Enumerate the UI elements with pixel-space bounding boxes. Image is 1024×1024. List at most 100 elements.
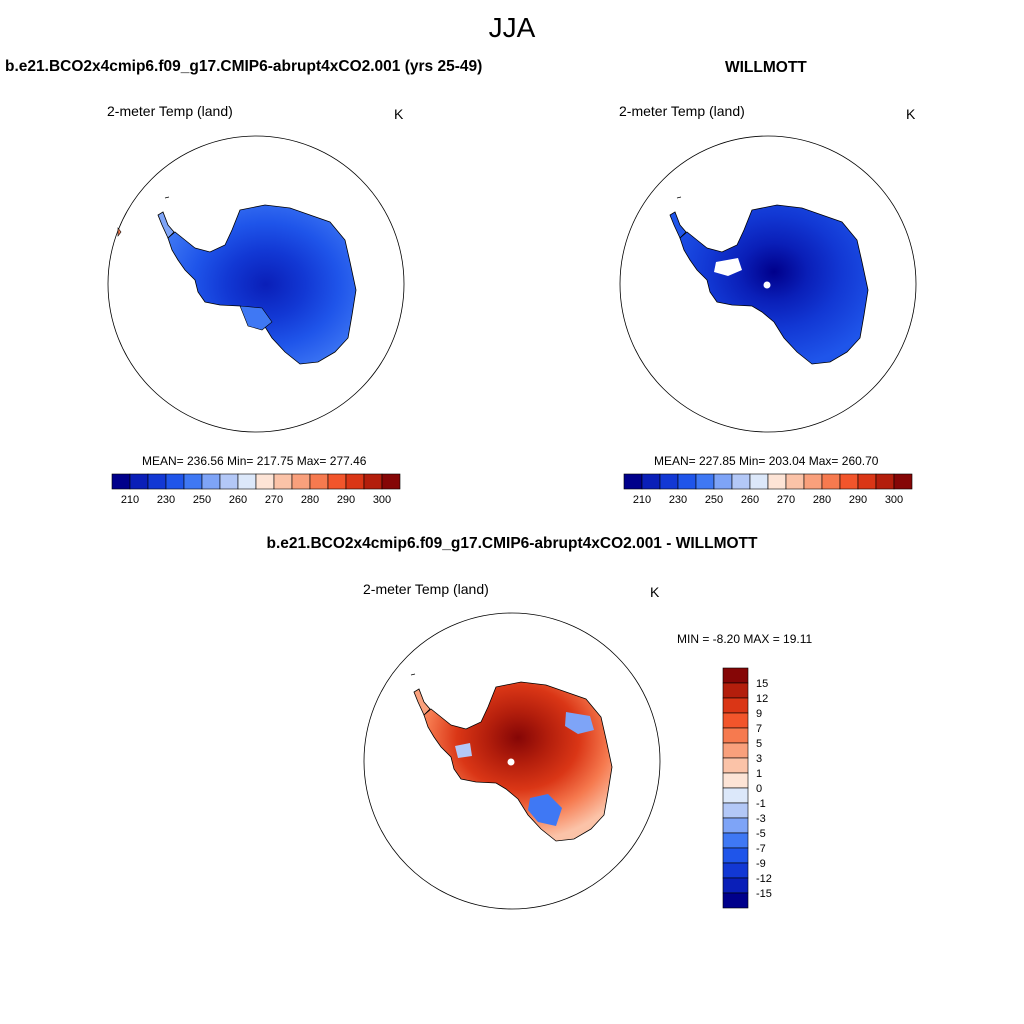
panel3-colorbar-tick-label: -1	[756, 798, 766, 810]
panel3-colorbar-swatch	[722, 847, 749, 864]
panel3-colorbar-tick-label: -7	[756, 843, 766, 855]
panel1-colorbar-swatch	[291, 473, 311, 490]
panel3-island-small	[410, 673, 416, 676]
panel3-colorbar-swatch	[722, 727, 749, 744]
panel3-colorbar-swatch	[722, 877, 749, 894]
panel2-colorbar-tick-label: 210	[633, 494, 651, 506]
panel3-colorbar-swatch	[722, 817, 749, 834]
panel3-peninsula	[413, 688, 431, 716]
panel1-colorbar-tick-label: 270	[265, 494, 283, 506]
panel2-units-label: K	[906, 106, 916, 122]
panel3-colorbar-tick-label: 1	[756, 768, 762, 780]
panel3-white-spot	[507, 758, 515, 766]
panel3-blue-anomaly-south	[528, 794, 562, 826]
panel2-colorbar-swatch	[731, 473, 751, 490]
panel2-colorbar-tick-label: 270	[777, 494, 795, 506]
panel3-colorbar-swatch	[722, 697, 749, 714]
panel1-colorbar-swatch	[129, 473, 149, 490]
panel3-colorbar-tick-label: 0	[756, 783, 762, 795]
panel2-colorbar-swatch	[659, 473, 679, 490]
panel3-colorbar-tick-label: -5	[756, 828, 766, 840]
panel1-colorbar-tick-label: 260	[229, 494, 247, 506]
panel2-colorbar-swatch	[641, 473, 661, 490]
panel1-colorbar-swatch	[147, 473, 167, 490]
panel3-colorbar-tick-label: -3	[756, 813, 766, 825]
panel2-colorbar-tick-label: 300	[885, 494, 903, 506]
panel1-colorbar-swatch	[165, 473, 185, 490]
panel2-colorbar-swatch	[875, 473, 895, 490]
panel1-units-label: K	[394, 106, 404, 122]
panel1-colorbar-swatch	[237, 473, 257, 490]
panel2-colorbar-swatch	[623, 473, 643, 490]
panel1-colorbar-tick-label: 250	[193, 494, 211, 506]
panel3-colorbar-swatch	[722, 832, 749, 849]
season-title: JJA	[488, 12, 536, 43]
panel3-stats: MIN = -8.20 MAX = 19.11	[677, 632, 813, 646]
panel2-stats: MEAN= 227.85 Min= 203.04 Max= 260.70	[654, 454, 879, 468]
panel1-map	[107, 135, 405, 433]
panel3-antarctica	[423, 681, 613, 842]
panel1-colorbar-swatch	[381, 473, 401, 490]
panel2-title: WILLMOTT	[725, 59, 807, 76]
panel1-colorbar-tick-label: 210	[121, 494, 139, 506]
panel2-colorbar-swatch	[677, 473, 697, 490]
panel3-colorbar-tick-label: 12	[756, 693, 768, 705]
panel1-island	[117, 227, 122, 237]
panel1-colorbar-swatch	[255, 473, 275, 490]
panel1-colorbar-swatch	[345, 473, 365, 490]
panel2-variable-label: 2-meter Temp (land)	[619, 103, 745, 119]
panel2-colorbar-tick-label: 260	[741, 494, 759, 506]
panel1-colorbar-swatch	[363, 473, 383, 490]
panel1-colorbar-tick-label: 230	[157, 494, 175, 506]
panel2-colorbar-swatch	[713, 473, 733, 490]
panel1-colorbar-swatch	[309, 473, 329, 490]
panel1-ice-shelf	[239, 305, 273, 331]
panel3-colorbar-swatch	[722, 772, 749, 789]
panel3-colorbar-swatch	[722, 862, 749, 879]
panel1-title: b.e21.BCO2x4cmip6.f09_g17.CMIP6-abrupt4x…	[5, 58, 483, 75]
panel3-colorbar-tick-label: 15	[756, 678, 768, 690]
panel2-colorbar-swatch	[839, 473, 859, 490]
panel3-colorbar-tick-label: -15	[756, 888, 772, 900]
panel3-colorbar-tick-label: -12	[756, 873, 772, 885]
panel2-colorbar-tick-label: 280	[813, 494, 831, 506]
panel2-colorbar-tick-label: 230	[669, 494, 687, 506]
panel3-map	[363, 612, 661, 910]
panel2-island-small	[676, 196, 682, 199]
panel2-colorbar-swatch	[803, 473, 823, 490]
panel1-colorbar-tick-label: 280	[301, 494, 319, 506]
panel3-colorbar-tick-label: 5	[756, 738, 762, 750]
panel3-title: b.e21.BCO2x4cmip6.f09_g17.CMIP6-abrupt4x…	[266, 535, 758, 552]
panel3-colorbar-tick-label: 3	[756, 753, 762, 765]
panel3-blue-anomaly-east	[565, 712, 594, 734]
panel3-blue-anomaly-west	[455, 743, 472, 758]
panel3-colorbar-swatch	[722, 667, 749, 684]
panel2-colorbar-tick-label: 250	[705, 494, 723, 506]
panel2-white-spot	[763, 281, 771, 289]
panel2-colorbar-swatch	[695, 473, 715, 490]
panel1-colorbar-swatch	[201, 473, 221, 490]
panel3-colorbar-swatch	[722, 892, 749, 909]
panel1-colorbar-swatch	[111, 473, 131, 490]
panel2-colorbar-swatch	[767, 473, 787, 490]
panel2-colorbar: 210 230 250 260 270 280 290 300	[623, 473, 913, 506]
panel2-white-patch	[714, 258, 742, 276]
panel2-colorbar-swatch	[893, 473, 913, 490]
panel3-variable-label: 2-meter Temp (land)	[363, 581, 489, 597]
panel1-colorbar-swatch	[273, 473, 293, 490]
panel3-colorbar-swatch	[722, 712, 749, 729]
panel3-colorbar-tick-label: 9	[756, 708, 762, 720]
panel2-map	[619, 135, 917, 433]
panel1-colorbar-swatch	[327, 473, 347, 490]
panel1-variable-label: 2-meter Temp (land)	[107, 103, 233, 119]
panel3-colorbar-swatch	[722, 757, 749, 774]
panel2-antarctica	[679, 204, 869, 365]
panel1-colorbar-swatch	[183, 473, 203, 490]
panel1-peninsula	[157, 211, 175, 239]
panel2-colorbar-swatch	[821, 473, 841, 490]
panel2-colorbar-swatch	[857, 473, 877, 490]
panel1-island-small	[164, 196, 170, 199]
panel3-colorbar-swatch	[722, 742, 749, 759]
panel3-colorbar-swatch	[722, 787, 749, 804]
